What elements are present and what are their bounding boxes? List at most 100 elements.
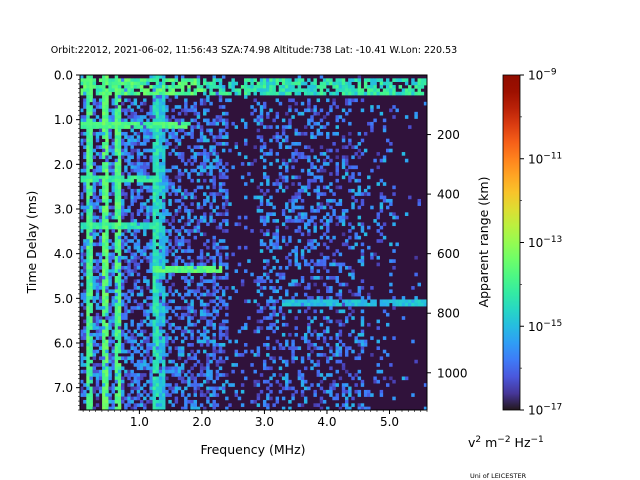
heatmap-cell — [152, 393, 156, 397]
heatmap-cell — [382, 309, 387, 314]
heatmap-cell — [212, 198, 216, 203]
heatmap-cell — [376, 182, 380, 186]
heatmap-cell — [221, 105, 226, 109]
heatmap-cell — [187, 383, 191, 387]
heatmap-cell — [367, 225, 371, 230]
heatmap-cell — [149, 369, 153, 374]
heatmap-cell — [326, 326, 330, 330]
heatmap-cell — [285, 255, 289, 260]
heatmap-cell — [86, 209, 90, 213]
heatmap-cell — [102, 306, 106, 310]
heatmap-cell — [344, 299, 349, 304]
heatmap-cell — [203, 192, 207, 196]
x-axis-label: Frequency (MHz) — [200, 442, 305, 457]
heatmap-cell — [133, 259, 138, 263]
heatmap-cell — [152, 302, 156, 307]
heatmap-cell — [95, 215, 100, 220]
heatmap-cell — [329, 105, 333, 109]
heatmap-cell — [310, 88, 314, 93]
heatmap-cell — [162, 399, 166, 404]
heatmap-cell — [389, 376, 393, 381]
heatmap-cell — [152, 85, 156, 89]
heatmap-cell — [266, 219, 270, 223]
heatmap-cell — [184, 229, 188, 233]
heatmap-cell — [322, 353, 327, 357]
heatmap-cell — [190, 399, 194, 404]
heatmap-cell — [158, 376, 163, 381]
heatmap-cell — [146, 178, 150, 183]
heatmap-cell — [206, 399, 210, 404]
heatmap-cell — [152, 222, 156, 227]
heatmap-cell — [89, 399, 93, 404]
heatmap-cell — [326, 406, 330, 411]
heatmap-cell — [158, 356, 163, 361]
heatmap-cell — [158, 131, 163, 136]
heatmap-cell — [212, 118, 216, 123]
heatmap-cell — [367, 296, 371, 300]
heatmap-cell — [149, 148, 153, 153]
heatmap-cell — [155, 118, 160, 123]
heatmap-cell — [218, 332, 223, 337]
heatmap-cell — [105, 195, 109, 200]
heatmap-cell — [316, 332, 321, 337]
heatmap-cell — [206, 379, 210, 384]
heatmap-cell — [180, 118, 185, 123]
heatmap-cell — [329, 306, 333, 310]
heatmap-cell — [262, 78, 267, 82]
heatmap-cell — [89, 353, 93, 357]
heatmap-cell — [83, 81, 87, 86]
heatmap-cell — [190, 125, 194, 129]
heatmap-cell — [297, 182, 302, 186]
heatmap-cell — [86, 272, 90, 277]
heatmap-cell — [300, 359, 305, 364]
heatmap-cell — [411, 286, 415, 290]
heatmap-cell — [206, 222, 210, 227]
heatmap-cell — [385, 322, 390, 327]
heatmap-cell — [152, 95, 156, 99]
heatmap-cell — [136, 148, 141, 153]
heatmap-cell — [212, 209, 216, 213]
heatmap-cell — [155, 195, 160, 200]
heatmap-cell — [303, 292, 308, 297]
heatmap-cell — [215, 349, 220, 354]
heatmap-cell — [89, 111, 93, 116]
heatmap-cell — [165, 306, 169, 310]
heatmap-cell — [155, 222, 160, 227]
heatmap-cell — [174, 396, 179, 401]
heatmap-cell — [105, 242, 109, 247]
heatmap-cell — [152, 108, 156, 113]
range-axis-label: Apparent range (km) — [476, 177, 491, 308]
heatmap-cell — [162, 356, 166, 361]
heatmap-cell — [130, 125, 134, 129]
heatmap-cell — [133, 245, 138, 250]
heatmap-cell — [152, 209, 156, 213]
heatmap-cell — [102, 286, 106, 290]
heatmap-cell — [209, 393, 213, 397]
heatmap-cell — [225, 121, 229, 126]
heatmap-cell — [165, 259, 169, 263]
heatmap-cell — [158, 105, 163, 109]
heatmap-cell — [237, 88, 242, 93]
heatmap-cell — [146, 393, 150, 397]
heatmap-cell — [370, 205, 374, 210]
heatmap-cell — [108, 399, 112, 404]
heatmap-cell — [165, 239, 169, 243]
heatmap-cell — [307, 222, 311, 227]
heatmap-cell — [152, 286, 156, 290]
heatmap-cell — [158, 85, 163, 89]
heatmap-cell — [111, 85, 115, 89]
heatmap-cell — [291, 346, 295, 350]
heatmap-cell — [196, 262, 201, 267]
heatmap-cell — [206, 396, 210, 401]
heatmap-cell — [203, 111, 207, 116]
heatmap-cell — [114, 309, 119, 314]
heatmap-cell — [206, 373, 210, 377]
heatmap-cell — [121, 215, 125, 220]
heatmap-cell — [139, 393, 144, 397]
heatmap-cell — [281, 272, 286, 277]
heatmap-cell — [117, 88, 122, 93]
heatmap-cell — [162, 299, 166, 304]
heatmap-cell — [136, 306, 141, 310]
heatmap-cell — [196, 336, 201, 340]
heatmap-cell — [196, 222, 201, 227]
